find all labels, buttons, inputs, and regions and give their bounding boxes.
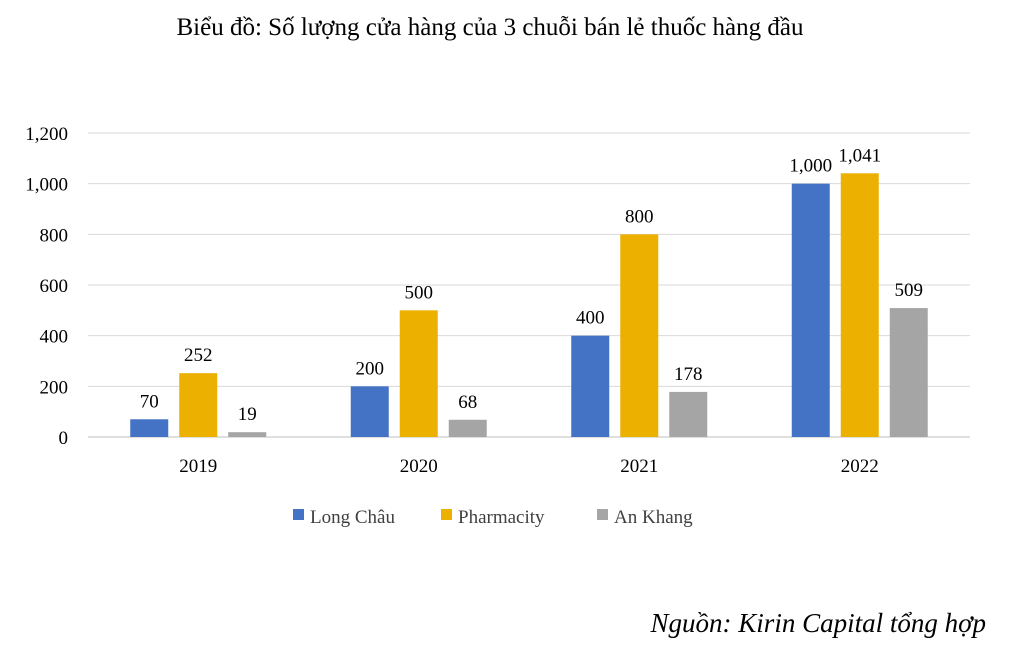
- data-label: 19: [238, 404, 257, 425]
- x-tick-label: 2019: [179, 456, 217, 477]
- bar-an-khang-2020: [448, 419, 487, 437]
- legend-label: Long Châu: [310, 507, 395, 528]
- y-tick-label: 200: [40, 377, 69, 398]
- y-tick-label: 600: [40, 276, 69, 297]
- legend-swatch: [441, 509, 452, 520]
- y-tick-label: 0: [59, 428, 69, 449]
- bar-pharmacity-2022: [840, 173, 879, 437]
- y-tick-label: 1,000: [25, 175, 68, 196]
- legend-label: Pharmacity: [458, 507, 545, 528]
- x-tick-label: 2021: [620, 456, 658, 477]
- bar-an-khang-2022: [889, 308, 928, 437]
- data-label: 1,000: [789, 156, 832, 177]
- y-tick-label: 800: [40, 225, 69, 246]
- legend-swatch: [293, 509, 304, 520]
- legend-swatch: [597, 509, 608, 520]
- data-label: 252: [184, 345, 213, 366]
- bar-an-khang-2021: [669, 391, 708, 437]
- data-label: 800: [625, 206, 654, 227]
- bar-long-châu-2022: [791, 183, 830, 437]
- x-tick-label: 2020: [400, 456, 438, 477]
- bar-long-châu-2020: [350, 386, 389, 437]
- y-tick-label: 400: [40, 327, 69, 348]
- bar-pharmacity-2021: [620, 234, 659, 437]
- data-label: 400: [576, 308, 605, 329]
- x-tick-label: 2022: [841, 456, 879, 477]
- data-label: 509: [895, 280, 924, 301]
- bar-long-châu-2019: [130, 419, 169, 437]
- data-label: 178: [674, 364, 703, 385]
- bar-chart: 0 200 400 600 800 1,000 1,200 70 252 19 2019 200 500…: [25, 124, 970, 528]
- source-note: Nguồn: Kirin Capital tổng hợp: [650, 608, 986, 638]
- chart-title: Biểu đồ: Số lượng cửa hàng của 3 chuỗi b…: [176, 14, 804, 41]
- data-label: 70: [140, 391, 159, 412]
- bar-an-khang-2019: [228, 432, 267, 437]
- bar-pharmacity-2020: [399, 310, 438, 437]
- y-tick-label: 1,200: [25, 124, 68, 145]
- data-label: 68: [458, 392, 477, 413]
- bar-pharmacity-2019: [179, 373, 218, 437]
- bar-long-châu-2021: [571, 335, 610, 437]
- data-label: 200: [356, 358, 385, 379]
- data-label: 1,041: [838, 145, 881, 166]
- data-label: 500: [405, 282, 434, 303]
- legend-label: An Khang: [614, 507, 693, 528]
